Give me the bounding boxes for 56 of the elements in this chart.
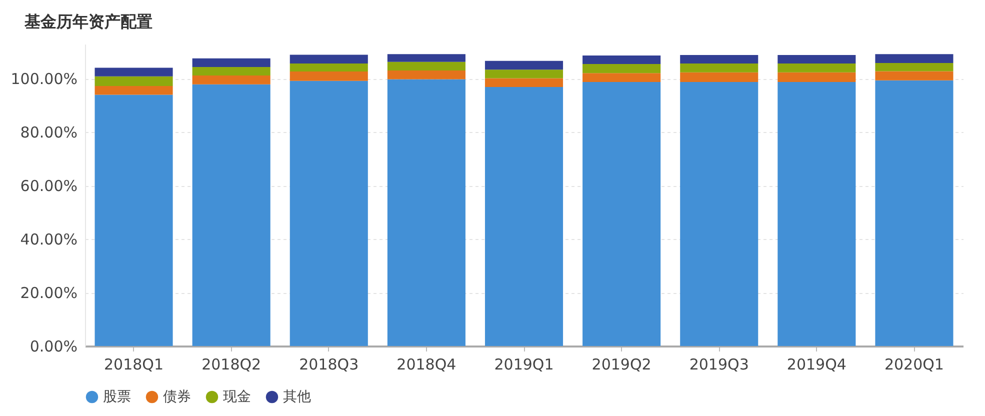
bar bbox=[875, 71, 954, 80]
bar bbox=[290, 64, 368, 72]
y-tick-label: 80.00% bbox=[20, 124, 78, 142]
bar bbox=[94, 86, 173, 95]
bar bbox=[387, 54, 466, 62]
bar bbox=[290, 54, 368, 64]
bar bbox=[875, 80, 954, 346]
legend-label: 现金 bbox=[223, 389, 251, 405]
bar bbox=[192, 58, 270, 67]
bar bbox=[192, 84, 270, 346]
bar bbox=[778, 82, 856, 346]
x-tick-label: 2020Q1 bbox=[884, 356, 944, 374]
x-tick-label: 2018Q4 bbox=[396, 356, 456, 374]
x-tick-label: 2018Q1 bbox=[104, 356, 164, 374]
bar bbox=[680, 54, 758, 64]
bar bbox=[582, 82, 661, 346]
bar bbox=[680, 64, 758, 72]
chart-title: 基金历年资产配置 bbox=[23, 12, 152, 31]
bar bbox=[192, 76, 270, 84]
bar bbox=[680, 82, 758, 346]
bar bbox=[94, 76, 173, 86]
bar bbox=[484, 70, 564, 78]
bar bbox=[484, 60, 564, 70]
x-tick-label: 2018Q2 bbox=[202, 356, 262, 374]
legend-label: 股票 bbox=[103, 389, 131, 405]
bar bbox=[778, 64, 856, 72]
bar bbox=[94, 94, 173, 346]
bar bbox=[484, 78, 564, 88]
legend-label: 其他 bbox=[283, 389, 311, 405]
bar bbox=[875, 54, 954, 63]
bar bbox=[778, 54, 856, 64]
bar bbox=[192, 66, 270, 76]
bar bbox=[387, 62, 466, 70]
bar bbox=[680, 72, 758, 82]
bar bbox=[94, 68, 173, 76]
y-tick-label: 60.00% bbox=[20, 177, 78, 196]
legend-label: 债券 bbox=[163, 389, 191, 405]
bar bbox=[484, 87, 564, 346]
x-tick-label: 2019Q4 bbox=[786, 356, 846, 374]
bar bbox=[387, 70, 466, 80]
x-tick-label: 2018Q3 bbox=[299, 356, 359, 374]
y-tick-label: 0.00% bbox=[30, 338, 78, 356]
x-tick-label: 2019Q1 bbox=[494, 356, 554, 374]
bar bbox=[290, 80, 368, 346]
x-tick-label: 2019Q3 bbox=[689, 356, 749, 374]
bar bbox=[582, 55, 661, 64]
bar bbox=[387, 79, 466, 346]
x-tick-label: 2019Q2 bbox=[592, 356, 652, 374]
bar bbox=[290, 72, 368, 81]
y-tick-label: 20.00% bbox=[20, 284, 78, 302]
y-tick-label: 40.00% bbox=[20, 230, 78, 249]
bar bbox=[778, 72, 856, 82]
y-tick-label: 100.00% bbox=[10, 70, 78, 88]
bar bbox=[582, 64, 661, 74]
bar bbox=[875, 62, 954, 72]
bar bbox=[582, 73, 661, 82]
